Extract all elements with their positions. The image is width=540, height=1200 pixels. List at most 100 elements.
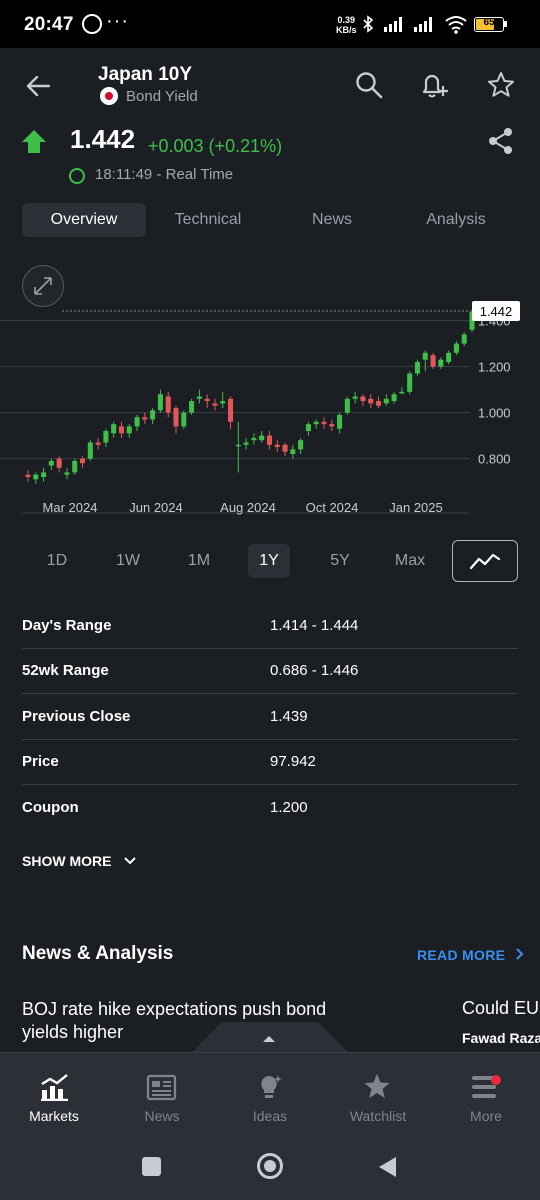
stat-row-days-range: Day's Range 1.414 - 1.444: [22, 603, 518, 649]
battery-icon: 65: [474, 17, 507, 32]
candle-body: [399, 391, 405, 394]
signal-icon-2: [414, 16, 436, 32]
tab-analysis[interactable]: Analysis: [426, 211, 486, 228]
candle-body: [134, 417, 140, 427]
candle-body: [48, 460, 54, 466]
tab-overview[interactable]: Overview: [22, 203, 146, 237]
candle-body: [360, 396, 366, 402]
x-tick-label: Jan 2025: [389, 500, 443, 515]
nav-ideas[interactable]: Ideas: [216, 1053, 324, 1135]
news-headline[interactable]: BOJ rate hike expectations push bond yie…: [22, 999, 327, 1042]
nav-more[interactable]: More: [432, 1053, 540, 1135]
candle-body: [298, 440, 304, 450]
chevron-down-icon: [124, 857, 137, 865]
network-speed: 0.39 KB/s: [336, 15, 357, 35]
status-time: 20:47: [24, 14, 74, 35]
clock-icon: [69, 168, 85, 184]
candle-body: [305, 424, 311, 431]
candle-body: [126, 426, 132, 434]
notification-dot: [491, 1075, 501, 1085]
candle-body: [383, 398, 389, 404]
recents-button[interactable]: [142, 1157, 161, 1176]
candle-body: [150, 410, 156, 420]
chevron-right-icon: [516, 948, 524, 960]
candle-body: [41, 472, 47, 477]
candle-body: [118, 426, 125, 434]
candle-body: [274, 444, 280, 448]
add-alert-icon[interactable]: [418, 70, 450, 102]
wifi-icon: [445, 16, 467, 34]
x-tick-label: Oct 2024: [306, 500, 359, 515]
expand-icon: [34, 277, 52, 295]
candle-body: [220, 401, 226, 404]
chart-bars-icon: [41, 1074, 68, 1101]
more-notifications-icon: ···: [106, 10, 129, 32]
page-title: Japan 10Y: [98, 64, 192, 85]
chevron-up-icon: [263, 1036, 275, 1042]
period-5y[interactable]: 5Y: [330, 552, 350, 569]
tab-news[interactable]: News: [311, 211, 352, 228]
price-change: +0.003 (+0.21%): [148, 136, 283, 156]
star-icon: [364, 1074, 390, 1098]
read-more-link[interactable]: READ MORE: [417, 947, 525, 963]
candle-body: [407, 373, 413, 392]
candle-body: [33, 474, 39, 480]
candle-body: [165, 396, 171, 413]
tab-technical[interactable]: Technical: [174, 211, 242, 228]
period-1d[interactable]: 1D: [46, 552, 68, 569]
show-more-button[interactable]: SHOW MORE: [22, 853, 137, 869]
stat-row-52wk-range: 52wk Range 0.686 - 1.446: [22, 648, 518, 694]
expand-chart-button[interactable]: [22, 265, 64, 307]
candle-body: [290, 449, 296, 454]
nav-watchlist[interactable]: Watchlist: [324, 1053, 432, 1135]
candle-body: [438, 359, 444, 367]
chart-type-button[interactable]: [452, 540, 518, 582]
candle-body: [103, 431, 109, 443]
candle-body: [157, 394, 163, 411]
arrow-left-icon[interactable]: [24, 72, 52, 100]
candle-body: [469, 311, 475, 330]
candle-body: [196, 396, 202, 399]
candle-body: [453, 343, 459, 353]
period-max[interactable]: Max: [394, 552, 426, 569]
back-button[interactable]: [376, 1155, 398, 1179]
candle-body: [368, 398, 374, 404]
home-button[interactable]: [257, 1153, 283, 1179]
pull-up-handle[interactable]: [0, 1020, 540, 1052]
candle-body: [414, 362, 421, 374]
candle-body: [142, 417, 148, 420]
candle-body: [352, 396, 358, 399]
candle-body: [391, 394, 397, 402]
candle-body: [282, 444, 288, 452]
candle-body: [25, 474, 31, 477]
candle-body: [87, 442, 93, 459]
star-icon[interactable]: [486, 70, 516, 100]
line-chart-icon: [469, 553, 501, 570]
whatsapp-icon: [82, 14, 102, 34]
candle-body: [375, 401, 382, 406]
signal-icon: [384, 16, 406, 32]
last-price: 1.442: [70, 124, 136, 154]
period-1y[interactable]: 1Y: [248, 544, 290, 578]
candle-body: [337, 414, 343, 429]
nav-news[interactable]: News: [108, 1053, 216, 1135]
news-headline-2[interactable]: Could EUR: [462, 998, 540, 1018]
candle-body: [79, 458, 86, 464]
period-1m[interactable]: 1M: [187, 552, 211, 569]
candle-body: [235, 444, 241, 447]
candle-body: [227, 398, 234, 422]
news-author: Fawad Razaq: [462, 1030, 540, 1046]
candle-body: [329, 424, 335, 427]
y-tick-label: 1.200: [478, 360, 511, 375]
share-icon[interactable]: [486, 126, 516, 156]
last-price-tag: [472, 300, 520, 321]
japan-flag-icon: [100, 87, 118, 105]
candle-body: [243, 442, 249, 445]
search-icon[interactable]: [354, 70, 384, 100]
candle-body: [266, 435, 273, 445]
menu-icon: [472, 1075, 501, 1098]
nav-markets[interactable]: Markets: [0, 1053, 108, 1135]
candle-body: [321, 421, 327, 425]
period-1w[interactable]: 1W: [116, 552, 140, 569]
